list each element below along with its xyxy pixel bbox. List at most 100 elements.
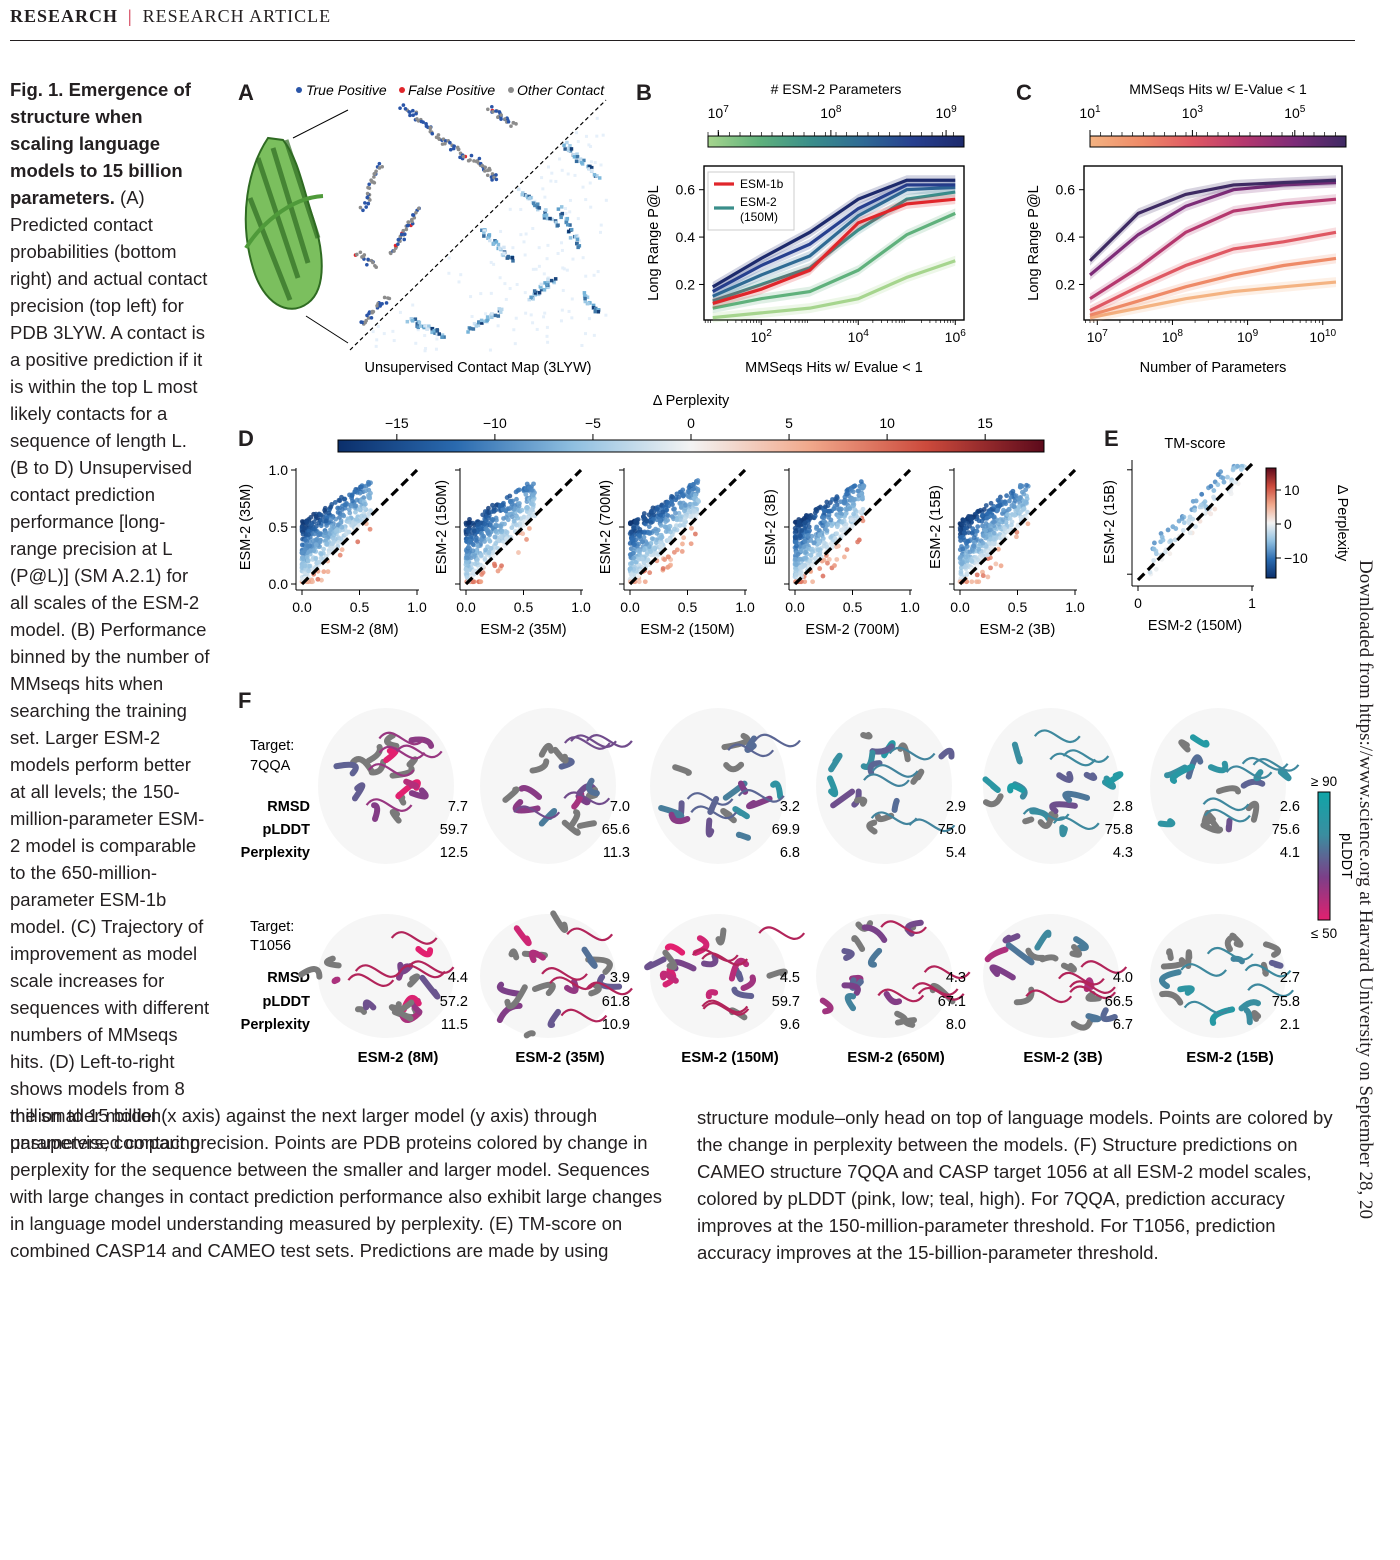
legend-other-contact: Other Contact <box>517 82 605 98</box>
perplexity-value: 11.3 <box>603 845 630 861</box>
x-tick-label: 0.5 <box>843 599 863 615</box>
contact-point <box>496 115 500 119</box>
structure-element <box>989 964 1016 981</box>
contact-cell <box>499 310 503 314</box>
structure-element <box>715 927 727 946</box>
structure-element <box>389 765 415 779</box>
scatter-point <box>354 516 360 522</box>
contact-cell <box>496 314 501 318</box>
perplexity-value: 2.1 <box>1280 1017 1300 1033</box>
scatter-point <box>316 559 322 565</box>
structure-shadow <box>480 708 616 864</box>
scatter-point <box>678 517 683 523</box>
contact-map-diagonal <box>349 99 607 351</box>
scatter-point <box>478 537 484 542</box>
contact-cell <box>568 223 572 227</box>
scatter-point <box>464 555 470 561</box>
scatter-point <box>967 549 973 555</box>
contact-cell <box>484 312 488 316</box>
scatter-point <box>323 530 328 536</box>
structure-loop <box>754 733 801 748</box>
contact-cell <box>375 338 379 342</box>
structure-element <box>1070 1017 1094 1031</box>
structure-element <box>333 761 359 777</box>
contact-point <box>366 201 371 206</box>
scatter-point <box>963 540 969 546</box>
contact-point <box>416 206 421 211</box>
structure-element <box>496 1002 523 1024</box>
contact-point <box>506 119 511 124</box>
structure-loop <box>399 964 446 979</box>
scatter-point <box>352 489 358 494</box>
scatter-point <box>986 540 992 546</box>
structure-element <box>528 949 546 964</box>
structure-element <box>581 946 598 969</box>
contact-cell <box>512 328 516 332</box>
contact-cell <box>542 288 547 292</box>
contact-cell <box>553 277 558 281</box>
scatter-point <box>971 535 977 541</box>
contact-cell <box>546 277 550 282</box>
structure-element <box>331 976 341 985</box>
contact-cell <box>539 287 544 292</box>
contact-cell <box>583 296 587 301</box>
structure-element <box>723 761 745 773</box>
structure-element <box>403 778 420 790</box>
structure-element <box>1056 770 1074 783</box>
page-header: RESEARCH | RESEARCH ARTICLE <box>10 6 1355 41</box>
perplexity-value: 6.8 <box>780 845 800 861</box>
scatter-point <box>821 515 827 521</box>
structure-element <box>875 812 895 823</box>
y-axis-label: ESM-2 (700M) <box>598 480 614 574</box>
contact-cell <box>546 285 551 289</box>
contact-cell <box>561 266 565 270</box>
structure-element <box>705 817 715 838</box>
colorbar-tick-label: 10 <box>879 415 895 431</box>
scatter-point <box>493 522 499 528</box>
rmsd-value: 4.3 <box>946 970 966 986</box>
contact-cell <box>564 220 569 225</box>
scatter-point <box>654 551 660 556</box>
scatter-point <box>524 505 530 510</box>
colorbar-tick-label: 5 <box>785 415 793 431</box>
scatter-point <box>323 537 329 543</box>
legend-false-positive: False Positive <box>408 82 495 98</box>
rmsd-value: 3.9 <box>610 970 630 986</box>
y-tick-label: 0.2 <box>1056 276 1076 292</box>
x-axis-label: Number of Parameters <box>1140 360 1287 376</box>
scatter-point <box>464 559 470 565</box>
scatter-point <box>984 516 990 521</box>
scatter-point <box>844 491 850 497</box>
contact-point <box>371 180 376 184</box>
scatter-point <box>354 497 360 503</box>
scatter-point <box>1225 474 1230 480</box>
contact-cell <box>540 176 544 180</box>
structure-element <box>1007 783 1026 794</box>
contact-point <box>396 237 401 242</box>
structure-shadow <box>650 708 786 864</box>
scatter-point <box>328 516 334 522</box>
series-confidence-band <box>712 194 956 309</box>
scatter-point <box>335 522 341 528</box>
contact-cell <box>592 273 596 277</box>
contact-cell <box>501 253 506 258</box>
scatter-point <box>478 579 484 585</box>
scatter-point <box>1018 509 1023 515</box>
scatter-point <box>814 526 819 531</box>
contact-point <box>436 133 441 137</box>
plddt-value: 75.8 <box>1105 822 1133 838</box>
contact-cell <box>542 315 546 319</box>
contact-cell <box>413 317 418 321</box>
scatter-point <box>1173 526 1179 531</box>
series-line <box>1089 256 1337 317</box>
contact-cell <box>560 308 564 312</box>
structure-element <box>383 747 399 764</box>
structure-element <box>407 973 421 988</box>
scatter-point <box>837 510 843 516</box>
scatter-point <box>834 544 839 550</box>
scatter-point <box>969 516 975 521</box>
protein-structure <box>983 914 1128 1038</box>
scatter-point <box>482 557 488 562</box>
scatter-point <box>692 531 698 537</box>
contact-point <box>485 173 490 178</box>
